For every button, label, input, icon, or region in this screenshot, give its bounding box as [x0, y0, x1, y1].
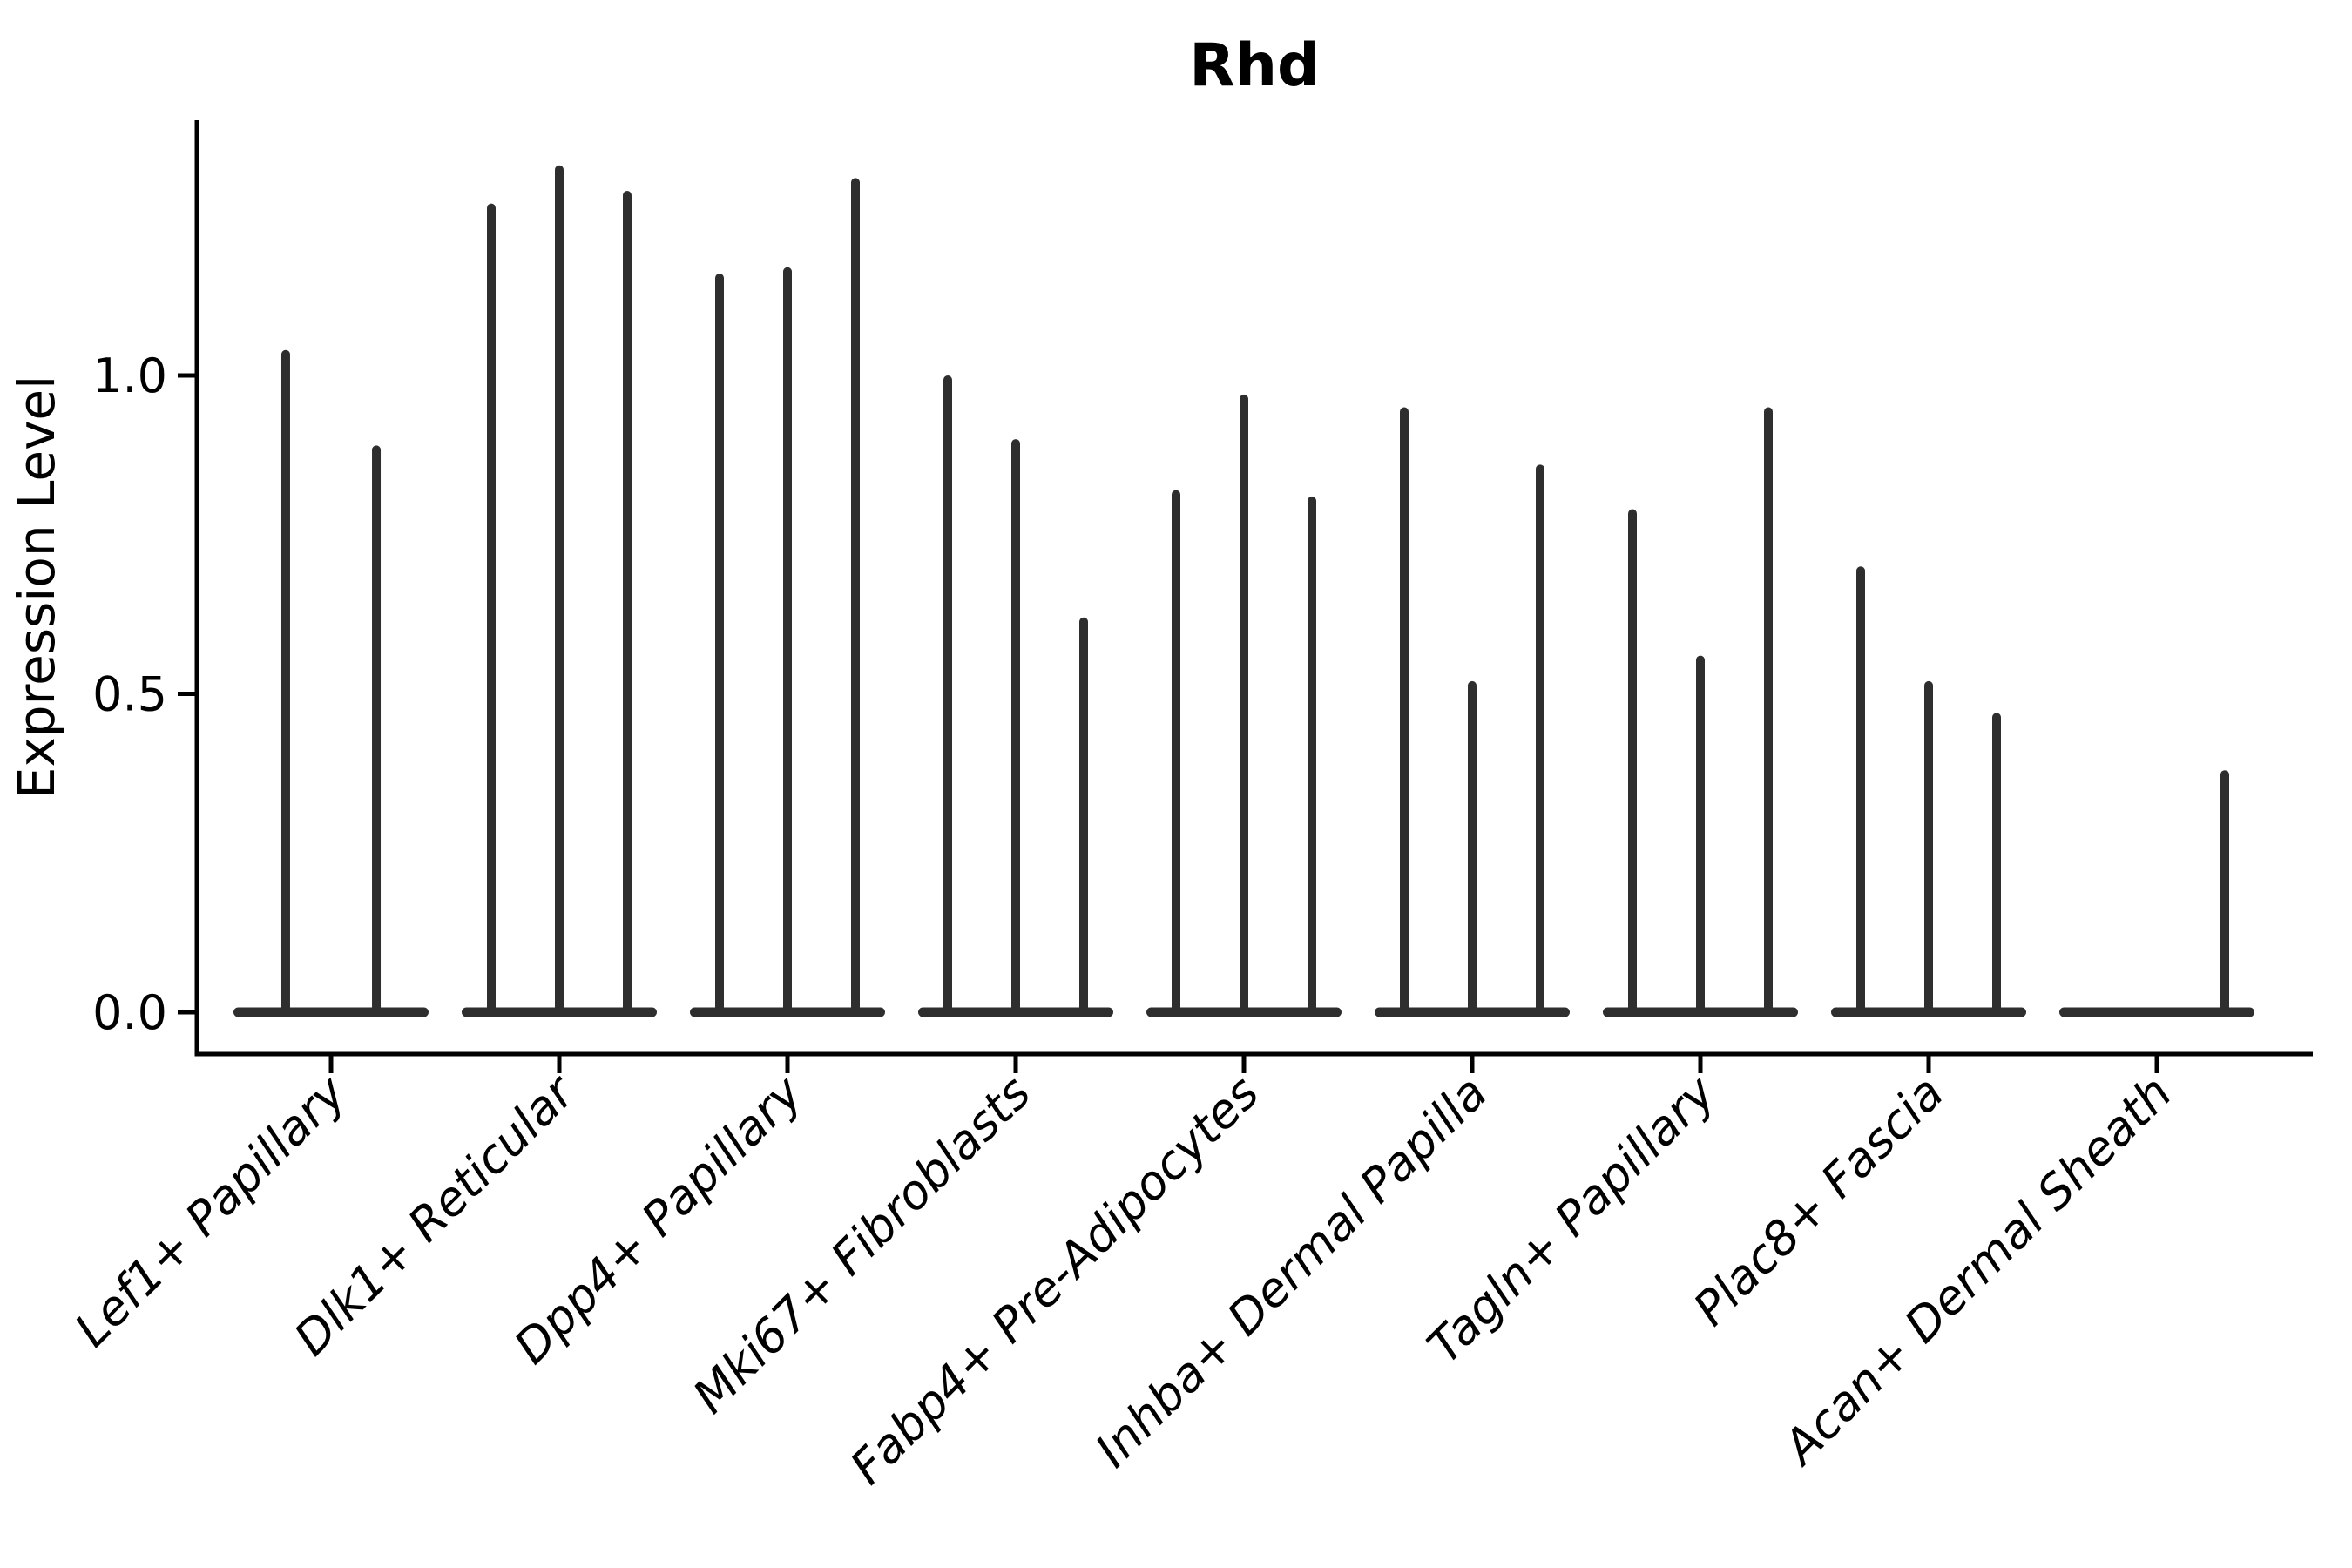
y-axis-label: Expression Level [7, 375, 66, 799]
violin-group [1375, 407, 1570, 1017]
y-tick-label: 0.5 [92, 667, 167, 722]
chart-title: Rhd [1189, 31, 1319, 100]
y-ticks-layer: 0.0 0.5 1.0 [92, 348, 197, 1040]
violin-baseline [2059, 1007, 2254, 1017]
violin-baseline [233, 1007, 429, 1017]
violin-group [462, 165, 657, 1017]
violins-layer [233, 165, 2254, 1017]
violin-group [1146, 394, 1342, 1017]
violin-group [2059, 770, 2254, 1017]
violin-group [690, 178, 885, 1017]
violin-group [1831, 566, 2026, 1017]
violin-group [233, 349, 429, 1017]
violin-group [918, 375, 1113, 1017]
violin-group [1603, 407, 1798, 1017]
y-tick-label: 0.0 [92, 985, 167, 1040]
y-tick-label: 1.0 [92, 348, 167, 403]
